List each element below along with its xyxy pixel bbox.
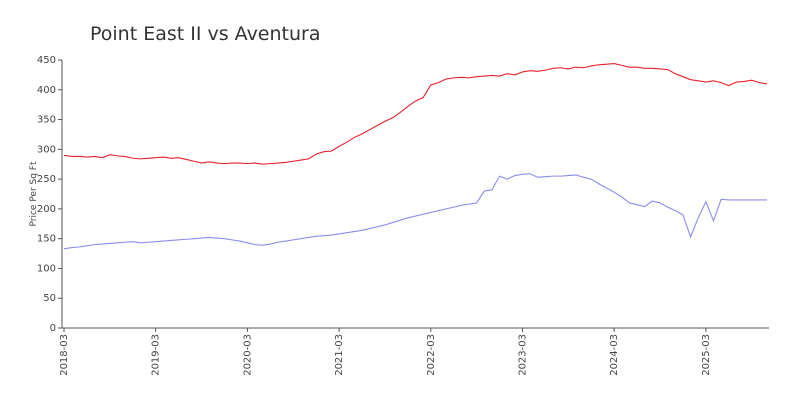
series-line — [63, 63, 768, 165]
y-tick-label: 0 — [50, 323, 56, 334]
y-tick-label: 150 — [37, 234, 56, 245]
series-line — [63, 173, 767, 250]
x-tick-label: 2025-03 — [701, 334, 712, 376]
y-tick-label: 100 — [37, 263, 56, 274]
y-tick-label: 200 — [37, 204, 56, 215]
y-tick-label: 300 — [37, 144, 56, 155]
y-axis-label: Price Per Sq Ft — [29, 161, 39, 226]
x-tick-label: 2024-03 — [609, 334, 620, 376]
x-tick-label: 2019-03 — [151, 334, 162, 376]
y-tick-label: 400 — [37, 85, 56, 96]
x-tick-label: 2023-03 — [517, 334, 528, 376]
x-tick-label: 2018-03 — [59, 334, 70, 376]
chart-title: Point East II vs Aventura — [90, 23, 321, 45]
y-tick-label: 450 — [37, 55, 56, 66]
y-tick-label: 250 — [37, 174, 56, 185]
y-tick-label: 50 — [43, 293, 56, 304]
x-tick-label: 2022-03 — [426, 334, 437, 376]
y-tick-label: 350 — [37, 115, 56, 126]
x-tick-label: 2021-03 — [334, 334, 345, 376]
x-tick-label: 2020-03 — [242, 334, 253, 376]
